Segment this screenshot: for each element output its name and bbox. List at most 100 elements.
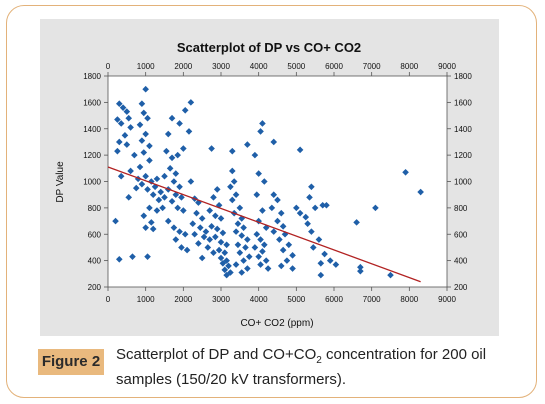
data-point — [183, 246, 191, 254]
x-tick-label-bottom: 3000 — [212, 295, 230, 304]
y-tick-label-right: 1000 — [454, 178, 472, 187]
data-point — [168, 114, 176, 122]
data-point — [189, 220, 197, 227]
y-tick-label-right: 800 — [454, 204, 468, 213]
data-point — [253, 230, 261, 238]
data-point — [221, 249, 229, 257]
y-tick-label-left: 600 — [88, 230, 102, 239]
data-point — [213, 225, 221, 233]
data-point — [170, 224, 178, 231]
data-point — [215, 246, 223, 254]
data-point — [206, 236, 213, 243]
data-point — [323, 201, 330, 209]
data-point — [176, 183, 183, 191]
data-point — [289, 252, 296, 259]
data-point — [261, 178, 268, 185]
y-tick-label-right: 200 — [454, 283, 468, 292]
data-point — [274, 217, 281, 225]
data-point — [131, 151, 138, 159]
data-point — [257, 261, 264, 268]
data-point — [387, 271, 394, 279]
data-point — [187, 178, 195, 185]
x-tick-label-bottom: 2000 — [174, 295, 192, 304]
data-point — [227, 183, 234, 191]
data-point — [198, 254, 206, 262]
y-tick-label-left: 1400 — [83, 125, 101, 134]
x-tick-label-bottom: 1000 — [137, 295, 155, 304]
x-tick-label-bottom: 7000 — [363, 295, 381, 304]
data-point — [196, 224, 204, 231]
data-point — [125, 114, 133, 122]
data-point — [276, 236, 283, 243]
data-point — [357, 263, 364, 271]
data-point — [213, 186, 221, 193]
data-point — [279, 223, 287, 230]
x-tick-label-top: 0 — [106, 62, 111, 71]
data-point — [229, 167, 236, 175]
x-tick-label-bottom: 0 — [106, 295, 111, 304]
data-point — [217, 215, 225, 222]
data-point — [293, 204, 300, 212]
data-point — [257, 236, 264, 243]
data-point — [191, 230, 198, 238]
data-point — [277, 262, 285, 270]
data-point — [296, 146, 304, 154]
y-tick-label-right: 1400 — [454, 125, 472, 134]
data-point — [174, 204, 181, 212]
data-point — [277, 209, 285, 217]
data-point — [270, 191, 278, 198]
data-point — [212, 233, 219, 241]
x-tick-label-top: 9000 — [438, 62, 456, 71]
data-point — [174, 151, 181, 159]
x-tick-label-bottom: 8000 — [400, 295, 418, 304]
data-point — [259, 120, 266, 127]
data-point — [279, 246, 287, 254]
data-point — [319, 201, 326, 209]
data-point — [223, 271, 230, 279]
data-point — [257, 128, 264, 135]
data-point — [172, 170, 180, 177]
data-point — [270, 138, 278, 146]
data-point — [302, 213, 310, 221]
x-tick-label-bottom: 9000 — [438, 295, 456, 304]
data-point — [296, 209, 304, 217]
data-point — [326, 257, 334, 264]
data-point — [119, 104, 127, 111]
data-point — [170, 178, 178, 185]
data-point — [206, 207, 213, 214]
data-point — [268, 204, 276, 212]
data-point — [274, 196, 281, 204]
data-point — [116, 100, 123, 107]
data-point — [251, 151, 259, 159]
data-point — [161, 194, 168, 201]
data-point — [116, 138, 123, 146]
data-point — [217, 238, 225, 246]
data-point — [198, 215, 206, 222]
data-point — [180, 145, 187, 152]
data-point — [112, 217, 119, 225]
data-point — [353, 219, 360, 226]
data-point — [285, 241, 293, 249]
data-point — [357, 267, 364, 275]
data-point — [245, 253, 253, 260]
data-point — [168, 154, 176, 162]
y-tick-label-left: 800 — [88, 204, 102, 213]
data-point — [155, 196, 163, 204]
data-point — [176, 228, 183, 235]
data-point — [219, 229, 227, 237]
data-point — [234, 220, 242, 227]
data-point — [187, 99, 195, 106]
data-point — [238, 269, 246, 276]
data-point — [212, 212, 219, 220]
data-point — [308, 183, 315, 191]
data-point — [259, 248, 266, 255]
data-point — [176, 120, 183, 127]
data-point — [236, 204, 244, 212]
data-point — [204, 244, 212, 251]
data-point — [168, 197, 176, 205]
data-point — [255, 253, 262, 260]
data-point — [129, 253, 136, 260]
data-point — [114, 116, 121, 123]
data-point — [402, 168, 409, 176]
data-point — [116, 256, 123, 263]
